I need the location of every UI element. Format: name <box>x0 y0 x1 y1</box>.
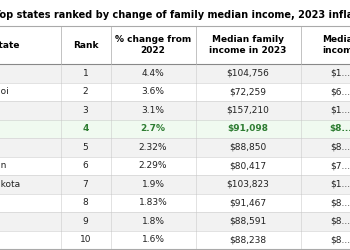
Text: $88,238: $88,238 <box>230 235 267 244</box>
Text: $8...: $8... <box>330 235 350 244</box>
Text: 1.83%: 1.83% <box>139 198 167 207</box>
Text: $91,467: $91,467 <box>230 198 267 207</box>
Bar <box>0 138 350 156</box>
Bar <box>0 156 350 175</box>
Text: 3.6%: 3.6% <box>141 87 164 96</box>
Text: $8...: $8... <box>330 217 350 226</box>
Text: 10: 10 <box>80 235 91 244</box>
Text: $104,756: $104,756 <box>226 69 270 78</box>
Text: Median
income: Median income <box>322 35 350 55</box>
Text: ...oi: ...oi <box>0 87 9 96</box>
Text: 2: 2 <box>83 87 88 96</box>
Text: 1: 1 <box>83 69 88 78</box>
Text: Median family
income in 2023: Median family income in 2023 <box>209 35 287 55</box>
Text: 1.6%: 1.6% <box>141 235 164 244</box>
Text: $72,259: $72,259 <box>230 87 266 96</box>
Text: $8...: $8... <box>330 143 350 152</box>
Bar <box>0 212 350 231</box>
Text: % change from
2022: % change from 2022 <box>115 35 191 55</box>
Text: $7...: $7... <box>330 161 350 170</box>
Text: Rank: Rank <box>73 40 98 50</box>
Text: $88,850: $88,850 <box>229 143 267 152</box>
Text: $88,591: $88,591 <box>229 217 267 226</box>
Text: Top states ranked by change of family median income, 2023 inflation-adjusted dol: Top states ranked by change of family me… <box>0 10 350 20</box>
Text: 4.4%: 4.4% <box>142 69 164 78</box>
Text: 8: 8 <box>83 198 88 207</box>
Text: 4: 4 <box>82 124 89 133</box>
Text: $1...: $1... <box>330 180 350 189</box>
Bar <box>0 230 350 249</box>
Bar <box>0 82 350 101</box>
Bar <box>0 64 350 82</box>
Bar <box>0 175 350 194</box>
Text: 9: 9 <box>83 217 88 226</box>
Text: $80,417: $80,417 <box>230 161 267 170</box>
Text: $1...: $1... <box>330 69 350 78</box>
Text: 6: 6 <box>83 161 88 170</box>
Text: $157,210: $157,210 <box>226 106 270 115</box>
Text: 2.32%: 2.32% <box>139 143 167 152</box>
Text: $8...: $8... <box>330 198 350 207</box>
Text: 3: 3 <box>83 106 88 115</box>
Bar <box>0 120 350 138</box>
Text: ...n: ...n <box>0 161 7 170</box>
Text: 3.1%: 3.1% <box>141 106 164 115</box>
Text: State: State <box>0 40 20 50</box>
Text: 7: 7 <box>83 180 88 189</box>
Text: 2.7%: 2.7% <box>140 124 166 133</box>
Bar <box>0 26 350 64</box>
Text: ...kota: ...kota <box>0 180 21 189</box>
Text: $103,823: $103,823 <box>226 180 270 189</box>
Text: $91,098: $91,098 <box>228 124 268 133</box>
Text: 1.9%: 1.9% <box>141 180 164 189</box>
Text: 5: 5 <box>83 143 88 152</box>
Text: $8...: $8... <box>329 124 350 133</box>
Bar <box>0 194 350 212</box>
Text: 1.8%: 1.8% <box>141 217 164 226</box>
Text: $6...: $6... <box>330 87 350 96</box>
Text: 2.29%: 2.29% <box>139 161 167 170</box>
Bar <box>0 101 350 119</box>
Text: $1...: $1... <box>330 106 350 115</box>
